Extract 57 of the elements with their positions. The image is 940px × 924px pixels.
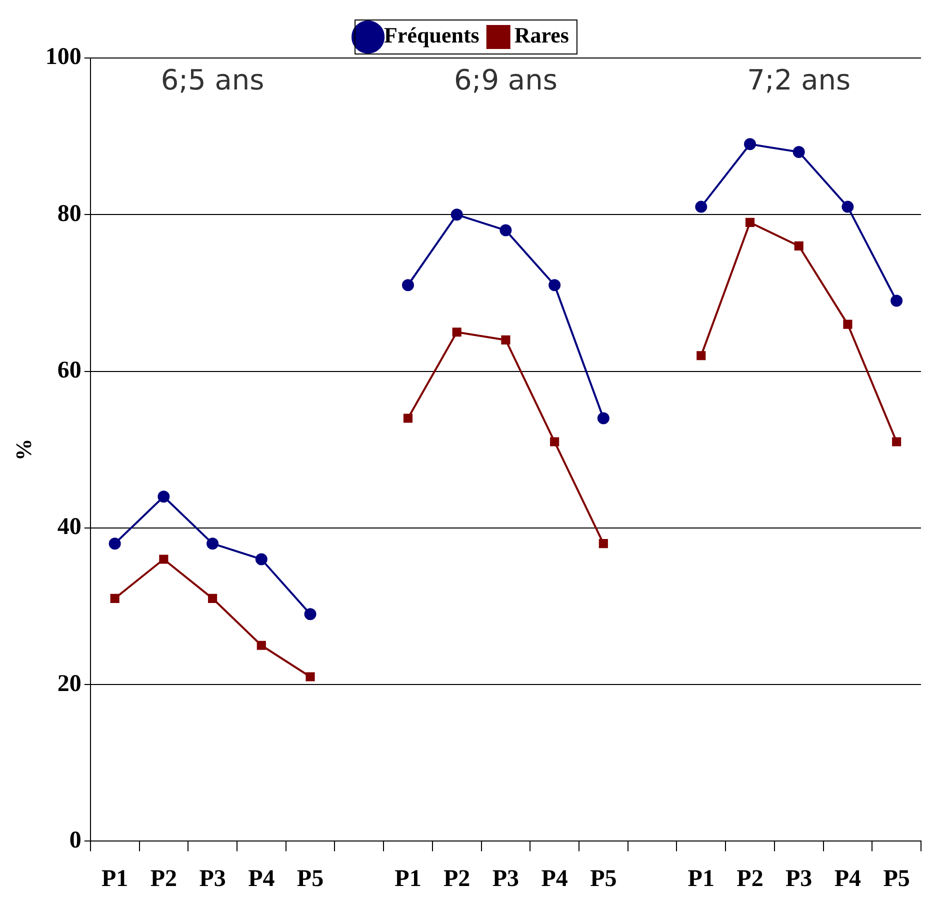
point <box>550 437 560 446</box>
point <box>890 294 903 307</box>
annotation: 7;2 ans <box>747 63 851 96</box>
point <box>110 594 120 603</box>
x-tick-label: P1 <box>394 866 422 892</box>
point <box>794 241 804 251</box>
point <box>548 279 561 292</box>
point <box>208 594 218 603</box>
x-tick-label: P2 <box>150 866 178 892</box>
legend-label: Rares <box>514 22 570 48</box>
point <box>255 553 268 566</box>
point <box>306 672 315 682</box>
point <box>597 412 610 424</box>
x-tick-label: P2 <box>444 866 470 892</box>
point <box>256 640 266 650</box>
point <box>500 224 512 236</box>
point <box>696 351 706 360</box>
point <box>206 538 219 550</box>
point <box>450 208 463 221</box>
point <box>842 200 854 213</box>
y-tick-label: 60 <box>57 357 82 384</box>
x-tick-label: P4 <box>541 866 568 892</box>
point <box>745 218 755 228</box>
x-tick-label: P3 <box>199 866 226 892</box>
x-tick-label: P5 <box>296 866 324 892</box>
x-tick-label: P1 <box>688 866 714 892</box>
point <box>402 279 414 292</box>
annotation: 6;9 ans <box>454 63 558 96</box>
x-tick-label: P1 <box>101 866 128 892</box>
annotation: 6;5 ans <box>160 63 264 96</box>
point <box>892 437 902 446</box>
point <box>792 146 805 158</box>
y-tick-label: 80 <box>57 200 82 227</box>
point <box>598 539 608 548</box>
x-tick-label: P4 <box>248 866 275 892</box>
x-tick-label: P2 <box>736 866 764 892</box>
x-tick-label: P4 <box>834 866 862 892</box>
legend-label: Fréquents <box>384 22 480 48</box>
point <box>159 554 168 564</box>
point <box>501 335 510 344</box>
x-tick-label: P5 <box>590 866 617 892</box>
y-tick-label: 100 <box>45 44 82 70</box>
point <box>452 328 462 337</box>
point <box>843 320 852 329</box>
point <box>304 608 316 620</box>
point <box>744 138 756 150</box>
x-tick-label: P3 <box>786 866 812 892</box>
y-tick-label: 0 <box>69 827 82 854</box>
y-axis-title: % <box>10 438 36 461</box>
point <box>403 414 413 423</box>
point <box>695 200 708 213</box>
point <box>158 490 170 503</box>
point <box>108 538 121 550</box>
y-tick-label: 20 <box>57 670 82 697</box>
y-tick-label: 40 <box>57 514 82 540</box>
x-tick-label: P5 <box>883 866 910 892</box>
x-tick-label: P3 <box>492 866 520 892</box>
